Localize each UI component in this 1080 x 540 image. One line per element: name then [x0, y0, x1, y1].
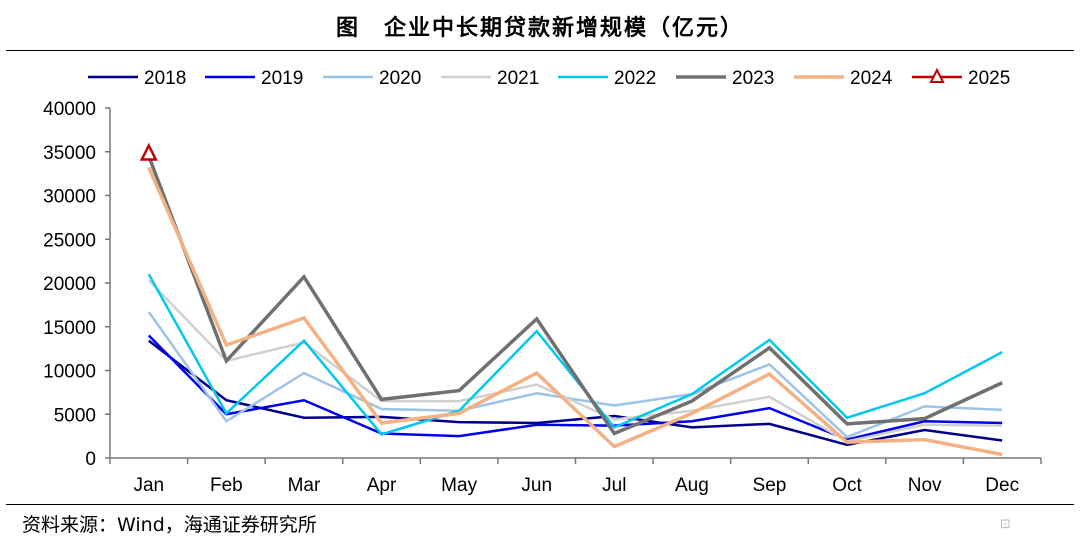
legend-label-2019: 2019	[261, 68, 303, 89]
series-line-2023	[147, 155, 1003, 436]
series-line-2019	[147, 334, 1003, 441]
x-tick-label: Nov	[908, 475, 942, 496]
legend-label-2020: 2020	[379, 68, 421, 89]
y-tick-label: 0	[85, 449, 96, 470]
y-tick-label: 15000	[43, 318, 96, 339]
y-tick-label: 25000	[43, 230, 96, 251]
series-line-2018	[148, 339, 1003, 447]
data-point-2025	[139, 142, 158, 161]
series-line-2020	[147, 311, 1003, 439]
legend-label-2022: 2022	[614, 68, 656, 89]
series-line-2021	[147, 279, 1003, 443]
y-tick-label: 5000	[54, 405, 96, 426]
x-tick-label: Oct	[832, 475, 862, 496]
x-tick-label: May	[441, 475, 477, 496]
x-tick-label: Aug	[675, 475, 709, 496]
legend-label-2018: 2018	[144, 68, 186, 89]
footer-divider	[6, 504, 1074, 505]
legend-label-2024: 2024	[850, 68, 893, 89]
series-line-2024	[147, 166, 1003, 457]
x-tick-label: Jul	[602, 475, 626, 496]
x-tick-label: Jan	[133, 475, 164, 496]
x-tick-label: Dec	[985, 475, 1019, 496]
watermark-logo: ⊡	[1000, 516, 1011, 531]
x-tick-label: Feb	[210, 475, 243, 496]
title-divider	[6, 50, 1074, 51]
y-tick-label: 20000	[43, 274, 96, 295]
y-tick-label: 35000	[43, 143, 96, 164]
x-tick-label: Jun	[521, 475, 552, 496]
legend-marker-2025	[929, 67, 945, 83]
y-tick-label: 40000	[43, 99, 96, 120]
source-note: 资料来源：Wind，海通证券研究所	[22, 514, 317, 536]
legend-label-2021: 2021	[497, 68, 539, 89]
y-tick-label: 30000	[43, 187, 96, 208]
chart-title: 图 企业中长期贷款新增规模（亿元）	[335, 15, 744, 41]
x-tick-label: Sep	[753, 475, 787, 496]
x-tick-label: Apr	[367, 475, 397, 496]
legend-label-2023: 2023	[732, 68, 774, 89]
legend-label-2025: 2025	[968, 68, 1010, 89]
x-tick-label: Mar	[288, 475, 321, 496]
y-tick-label: 10000	[43, 362, 96, 383]
